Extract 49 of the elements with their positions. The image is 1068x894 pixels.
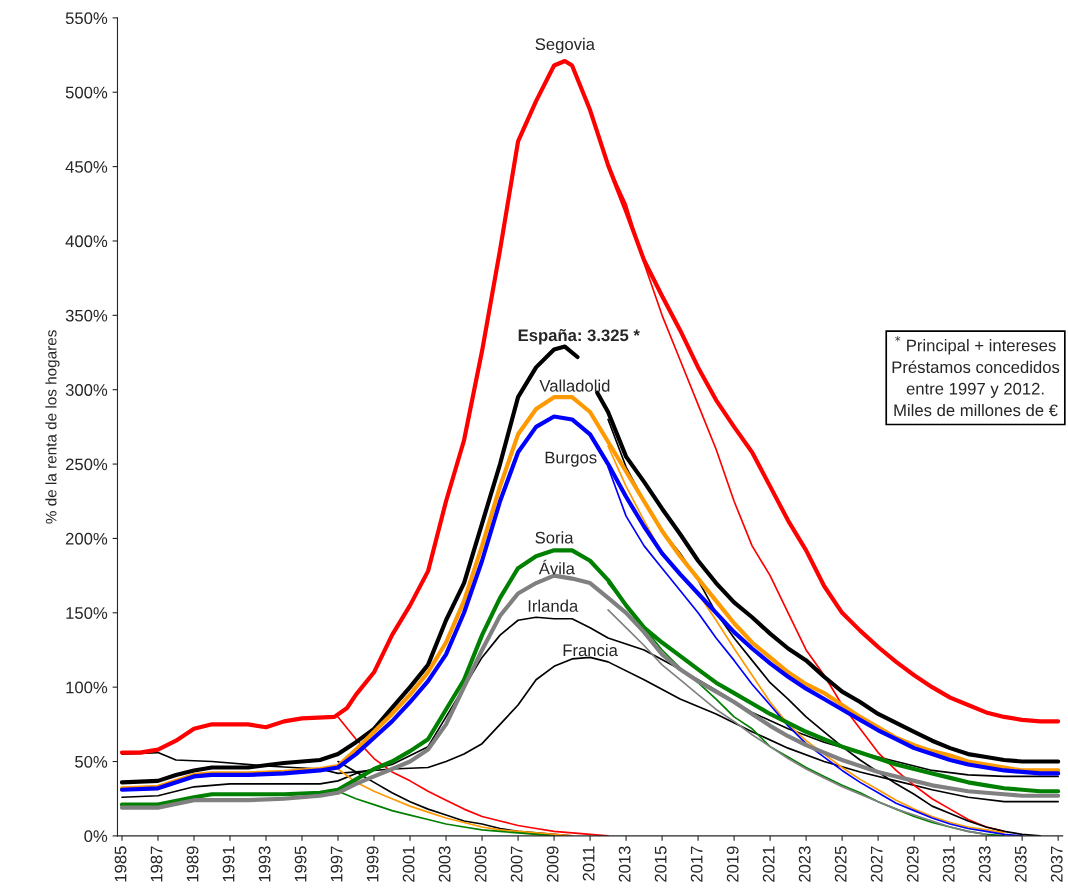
y-tick-label: 400% (65, 235, 108, 248)
annotation: $^{*}$ Principal + intereses Préstamos concedidos entre 1997 y 2012. Miles de millones de € (892, 336, 1060, 417)
x-tick-label: 1997 (330, 846, 343, 882)
x-tick-label: 2021 (762, 846, 775, 882)
x-tick-label: 2037 (1050, 846, 1063, 882)
y-tick-label: 150% (66, 607, 108, 619)
y-tick-label: 0% (84, 830, 108, 843)
series-label: Segovia (535, 37, 595, 54)
x-tick-label: 1999 (366, 846, 379, 882)
x-tick-label: 1987 (150, 846, 163, 882)
x-tick-label: 1985 (114, 846, 127, 882)
x-tick-label: 2019 (726, 846, 739, 882)
y-tick-label: 250% (65, 458, 108, 471)
y-tick-label: 550% (65, 12, 108, 25)
x-tick-label: 2015 (654, 846, 667, 882)
x-tick-label: 2007 (510, 846, 523, 882)
x-tick-label: 2029 (906, 846, 919, 882)
y-tick-label: 450% (65, 161, 108, 173)
series-label: España: 3.325 * (518, 329, 640, 345)
y-tick-label: 500% (65, 86, 108, 99)
x-tick-label: 2023 (798, 846, 811, 882)
x-tick-label: 1991 (222, 846, 235, 882)
x-tick-label: 2017 (690, 846, 703, 882)
y-tick-label: 350% (65, 309, 108, 322)
y-tick-label: 300% (65, 384, 108, 396)
series-label: Soria (535, 531, 574, 544)
x-tick-label: 2035 (1014, 846, 1027, 882)
x-tick-label: 2033 (978, 846, 991, 882)
y-tick-label: 100% (66, 681, 108, 694)
series-label: Ávila (538, 559, 575, 575)
series-label: Burgos (545, 451, 597, 467)
series-label: Valladolid (539, 379, 610, 392)
x-tick-label: 2003 (438, 846, 451, 882)
x-tick-label: 1993 (258, 846, 271, 882)
y-tick-label: 200% (65, 532, 108, 545)
x-tick-label: 1989 (186, 846, 199, 882)
x-tick-label: 2011 (582, 846, 595, 881)
x-tick-label: 1995 (294, 846, 307, 882)
x-tick-label: 2031 (942, 846, 955, 882)
x-tick-label: 2013 (618, 846, 631, 882)
series-label: Irlanda (528, 599, 579, 612)
x-tick-label: 2009 (546, 846, 559, 882)
x-tick-label: 2027 (870, 846, 883, 882)
x-tick-label: 2005 (474, 846, 487, 882)
series-label: Francia (563, 643, 618, 657)
x-tick-label: 2025 (834, 846, 847, 882)
x-tick-label: 2001 (402, 846, 415, 882)
y-tick-label: 50% (75, 755, 108, 768)
y-axis-title: % de la renta de los hogares (45, 330, 60, 524)
